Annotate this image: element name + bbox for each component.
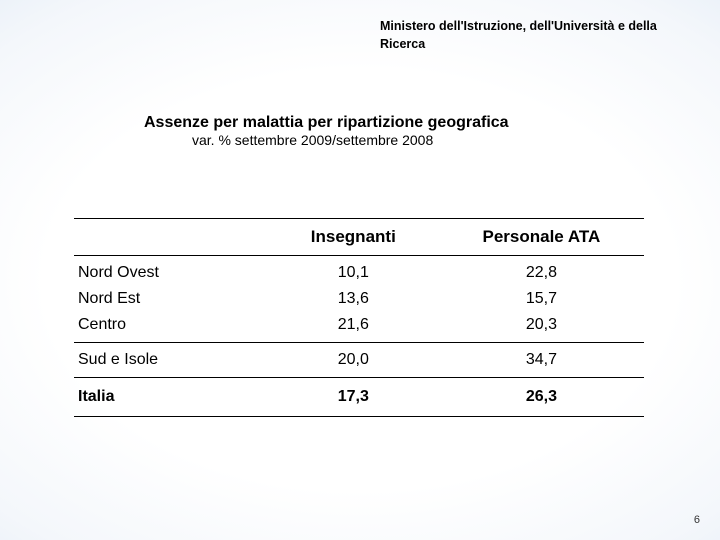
table-row: Centro 21,6 20,3: [74, 312, 644, 343]
col-header-region: [74, 219, 268, 256]
table-row: Nord Est 13,6 15,7: [74, 286, 644, 312]
row-value: 22,8: [439, 256, 644, 287]
ministry-header-text: Ministero dell'Istruzione, dell'Universi…: [380, 19, 657, 51]
row-label: Nord Est: [74, 286, 268, 312]
title-block: Assenze per malattia per ripartizione ge…: [144, 114, 644, 148]
total-value: 17,3: [268, 378, 439, 417]
row-value: 34,7: [439, 343, 644, 378]
ministry-header: Ministero dell'Istruzione, dell'Universi…: [380, 18, 680, 53]
table-header-row: Insegnanti Personale ATA: [74, 219, 644, 256]
col-header-ata: Personale ATA: [439, 219, 644, 256]
row-value: 20,3: [439, 312, 644, 343]
table-total-row: Italia 17,3 26,3: [74, 378, 644, 417]
data-table: Insegnanti Personale ATA Nord Ovest 10,1…: [74, 218, 644, 417]
page-number: 6: [694, 514, 700, 526]
row-value: 20,0: [268, 343, 439, 378]
slide-subtitle: var. % settembre 2009/settembre 2008: [192, 132, 644, 148]
row-value: 15,7: [439, 286, 644, 312]
row-value: 13,6: [268, 286, 439, 312]
table-row: Nord Ovest 10,1 22,8: [74, 256, 644, 287]
total-label: Italia: [74, 378, 268, 417]
row-value: 21,6: [268, 312, 439, 343]
row-label: Nord Ovest: [74, 256, 268, 287]
table-row: Sud e Isole 20,0 34,7: [74, 343, 644, 378]
row-label: Centro: [74, 312, 268, 343]
row-value: 10,1: [268, 256, 439, 287]
data-table-container: Insegnanti Personale ATA Nord Ovest 10,1…: [74, 218, 644, 417]
slide-title: Assenze per malattia per ripartizione ge…: [144, 114, 644, 132]
col-header-insegnanti: Insegnanti: [268, 219, 439, 256]
total-value: 26,3: [439, 378, 644, 417]
row-label: Sud e Isole: [74, 343, 268, 378]
